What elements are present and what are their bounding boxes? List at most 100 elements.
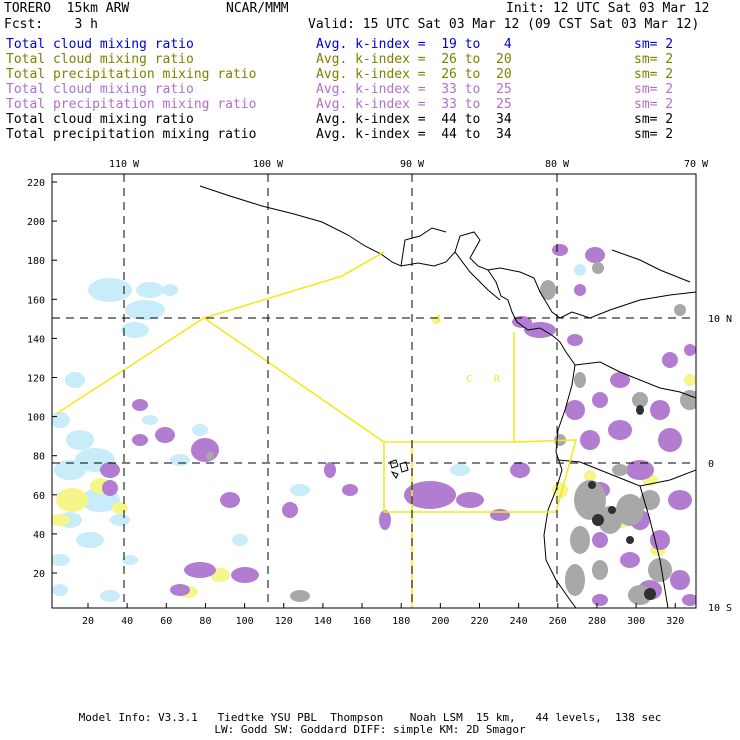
- y-tick-label: 140: [27, 334, 45, 345]
- purple-precip-patch: [650, 530, 670, 550]
- y-tick-label: 60: [33, 491, 45, 502]
- purple-precip-patch: [565, 400, 585, 420]
- purple-precip-patch: [132, 434, 148, 446]
- gray-cloud-patch: [592, 560, 608, 580]
- gray-cloud-patch: [574, 480, 606, 520]
- light-cloud-patch: [88, 278, 132, 302]
- field-kindex: Avg. k-index = 33 to 25: [316, 97, 512, 112]
- gray-cloud-patch: [206, 452, 214, 460]
- purple-precip-patch: [490, 509, 510, 521]
- x-tick-label: 280: [588, 616, 606, 627]
- gray-cloud-patch: [616, 494, 644, 526]
- x-tick-label: 260: [549, 616, 567, 627]
- coastline-south-america: [543, 341, 577, 608]
- field-kindex: Avg. k-index = 26 to 20: [316, 52, 512, 67]
- light-cloud-patch: [125, 300, 165, 320]
- purple-precip-patch: [585, 247, 605, 263]
- field-kindex: Avg. k-index = 33 to 25: [316, 82, 512, 97]
- border-mexico-guatemala: [400, 227, 447, 267]
- model-name: TORERO 15km ARW: [4, 1, 130, 16]
- border-central: [454, 251, 501, 301]
- purple-precip-patch: [100, 462, 120, 478]
- light-cloud-patch: [136, 282, 164, 298]
- longitude-label: 70 W: [684, 159, 709, 170]
- field-name: Total precipitation mixing ratio: [6, 67, 257, 82]
- purple-precip-patch: [191, 438, 219, 462]
- x-tick-label: 60: [160, 616, 172, 627]
- purple-precip-patch: [610, 372, 630, 388]
- dark-cloud-patch: [588, 481, 596, 489]
- gray-cloud-patch: [565, 564, 585, 596]
- purple-precip-patch: [592, 532, 608, 548]
- center-name: NCAR/MMM: [226, 1, 289, 16]
- light-cloud-patch: [450, 464, 470, 476]
- field-name: Total cloud mixing ratio: [6, 37, 194, 52]
- gray-cloud-patch: [612, 464, 628, 476]
- region-label-r: R: [494, 374, 501, 385]
- gray-cloud-patch: [598, 506, 622, 534]
- light-cloud-patch: [52, 412, 70, 428]
- x-tick-label: 300: [627, 616, 645, 627]
- gray-cloud-patch: [290, 590, 310, 602]
- purple-precip-patch: [608, 420, 632, 440]
- longitude-label: 90 W: [400, 159, 425, 170]
- y-tick-label: 220: [27, 178, 45, 189]
- x-tick-label: 320: [666, 616, 684, 627]
- border-peru-brazil: [639, 485, 669, 608]
- light-cloud-patch: [66, 430, 94, 450]
- light-cloud-patch: [52, 584, 68, 596]
- purple-precip-patch: [282, 502, 298, 518]
- purple-precip-patch: [512, 316, 532, 328]
- field-smoothing: sm= 2: [634, 112, 674, 127]
- field-name: Total precipitation mixing ratio: [6, 97, 257, 112]
- y-tick-label: 160: [27, 295, 45, 306]
- yellow-cloud-patch: [584, 470, 596, 482]
- light-cloud-layer: [52, 264, 586, 602]
- yellow-cloud-patch: [52, 514, 70, 526]
- boundary-outer: [55, 317, 578, 513]
- y-tick-label: 40: [33, 530, 45, 541]
- boundary-north: [203, 251, 385, 319]
- map-frame: [51, 173, 697, 609]
- purple-precip-layer: [100, 244, 696, 606]
- field-name: Total cloud mixing ratio: [6, 52, 194, 67]
- forecast-hour: Fcst: 3 h: [4, 17, 98, 32]
- border-ecuador-peru: [557, 459, 696, 487]
- latitude-label: 0: [708, 459, 714, 470]
- purple-precip-patch: [650, 400, 670, 420]
- light-cloud-patch: [232, 534, 248, 546]
- gray-cloud-patch: [592, 262, 604, 274]
- purple-precip-patch: [524, 322, 556, 338]
- light-cloud-patch: [290, 484, 310, 496]
- light-cloud-patch: [65, 372, 85, 388]
- light-cloud-patch: [110, 514, 130, 526]
- yellow-cloud-patch: [112, 502, 128, 514]
- purple-precip-patch: [668, 490, 692, 510]
- field-kindex: Avg. k-index = 44 to 34: [316, 112, 512, 127]
- field-name: Total precipitation mixing ratio: [6, 127, 257, 142]
- galapagos-island-1: [389, 459, 399, 469]
- purple-precip-patch: [231, 567, 259, 583]
- purple-precip-patch: [626, 460, 654, 480]
- field-kindex: Avg. k-index = 26 to 20: [316, 67, 512, 82]
- purple-precip-patch: [592, 594, 608, 606]
- purple-precip-patch: [567, 334, 583, 346]
- light-cloud-patch: [121, 322, 149, 338]
- longitude-label: 110 W: [109, 159, 140, 170]
- x-tick-label: 40: [121, 616, 133, 627]
- y-tick-label: 180: [27, 256, 45, 267]
- model-info-line1: Model Info: V3.3.1 Tiedtke YSU PBL Thomp…: [78, 711, 662, 724]
- coastlines: [199, 185, 696, 608]
- purple-precip-patch: [184, 562, 216, 578]
- yellow-cloud-patch: [56, 488, 88, 512]
- y-tick-label: 100: [27, 413, 45, 424]
- region-mark: 1: [436, 314, 442, 325]
- field-smoothing: sm= 2: [634, 82, 674, 97]
- gray-cloud-patch: [640, 490, 660, 510]
- y-tick-label: 200: [27, 217, 45, 228]
- light-cloud-patch: [192, 424, 208, 436]
- coastline-islands: [611, 249, 691, 283]
- x-tick-label: 160: [353, 616, 371, 627]
- x-tick-label: 120: [275, 616, 293, 627]
